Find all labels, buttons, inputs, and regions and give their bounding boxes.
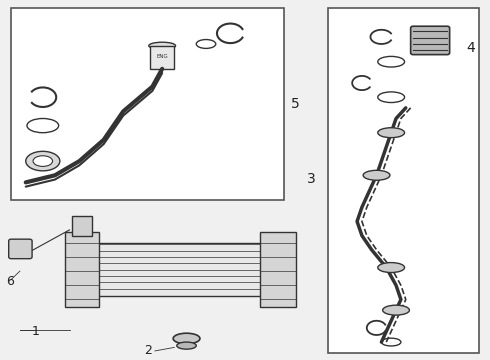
Bar	[72, 216, 92, 235]
FancyBboxPatch shape	[411, 26, 450, 55]
Text: 4: 4	[466, 41, 475, 54]
Ellipse shape	[383, 305, 410, 315]
Text: 6: 6	[6, 275, 14, 288]
Ellipse shape	[378, 262, 405, 273]
Ellipse shape	[33, 156, 52, 166]
Bar	[328, 9, 479, 353]
Bar	[150, 46, 174, 69]
Ellipse shape	[363, 170, 390, 180]
Bar	[74, 243, 279, 296]
Ellipse shape	[173, 333, 200, 344]
FancyBboxPatch shape	[9, 239, 32, 259]
Text: 3: 3	[307, 172, 316, 186]
Ellipse shape	[26, 151, 60, 171]
Text: 2: 2	[145, 345, 152, 357]
Bar	[260, 232, 296, 307]
Text: ENG: ENG	[156, 54, 168, 59]
Text: 1: 1	[31, 325, 39, 338]
Ellipse shape	[177, 342, 196, 349]
Ellipse shape	[378, 128, 405, 138]
Bar	[11, 9, 284, 200]
Bar	[65, 232, 99, 307]
Ellipse shape	[149, 42, 175, 49]
Text: 5: 5	[291, 97, 300, 111]
